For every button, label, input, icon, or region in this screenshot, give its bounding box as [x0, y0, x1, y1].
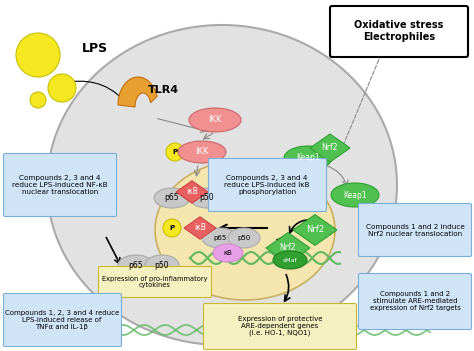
Ellipse shape [213, 244, 243, 262]
Text: sMaf: sMaf [283, 258, 297, 263]
Text: Nrf2: Nrf2 [280, 244, 296, 252]
Text: P: P [169, 225, 174, 231]
Ellipse shape [178, 141, 226, 163]
Ellipse shape [154, 188, 190, 208]
Polygon shape [266, 233, 310, 263]
Polygon shape [118, 77, 157, 107]
Text: Keap1: Keap1 [343, 191, 367, 199]
FancyBboxPatch shape [99, 266, 211, 298]
Circle shape [163, 219, 181, 237]
Text: Compounds 2, 3 and 4
reduce LPS-induced NF-κB
nuclear translocation: Compounds 2, 3 and 4 reduce LPS-induced … [12, 175, 108, 195]
Text: Compounds 2, 3 and 4
reduce LPS-induced IκB
phosphorylation: Compounds 2, 3 and 4 reduce LPS-induced … [224, 175, 310, 195]
Text: p65: p65 [128, 260, 143, 270]
Text: Expression of pro-inflammatory
cytokines: Expression of pro-inflammatory cytokines [102, 276, 208, 289]
Text: Nrf2: Nrf2 [322, 144, 338, 152]
Ellipse shape [47, 25, 397, 345]
Ellipse shape [189, 108, 241, 132]
Polygon shape [293, 214, 337, 245]
Polygon shape [310, 134, 350, 162]
Text: iκB: iκB [186, 187, 198, 197]
Circle shape [30, 92, 46, 108]
Ellipse shape [145, 255, 179, 275]
FancyBboxPatch shape [358, 204, 472, 257]
Text: p50: p50 [237, 235, 251, 241]
Ellipse shape [228, 228, 260, 248]
Text: Expression of protective
ARE-dependent genes
(i.e. HO-1, NQO1): Expression of protective ARE-dependent g… [238, 316, 322, 336]
Text: Compounds 1, 2, 3 and 4 reduce
LPS-induced release of
TNFα and IL-1β: Compounds 1, 2, 3 and 4 reduce LPS-induc… [5, 310, 119, 330]
Text: iκB: iκB [194, 224, 206, 232]
Text: p50: p50 [155, 260, 169, 270]
Text: Nrf2: Nrf2 [306, 225, 324, 234]
Text: IKK: IKK [208, 115, 222, 125]
Text: TLR4: TLR4 [148, 85, 179, 95]
Ellipse shape [273, 251, 307, 269]
Circle shape [166, 143, 184, 161]
FancyBboxPatch shape [209, 159, 327, 212]
Text: Keap1: Keap1 [296, 153, 320, 163]
Text: P: P [173, 149, 178, 155]
FancyBboxPatch shape [358, 273, 472, 330]
FancyBboxPatch shape [330, 6, 468, 57]
FancyBboxPatch shape [3, 153, 117, 217]
Text: Compounds 1 and 2
stimulate ARE-mediated
expression of Nrf2 targets: Compounds 1 and 2 stimulate ARE-mediated… [370, 291, 460, 311]
Ellipse shape [284, 146, 332, 170]
Ellipse shape [331, 183, 379, 207]
Text: κB: κB [224, 250, 232, 256]
Ellipse shape [202, 228, 238, 248]
Ellipse shape [118, 255, 154, 275]
Ellipse shape [190, 188, 224, 208]
Text: Compounds 1 and 2 induce
Nrf2 nuclear translocation: Compounds 1 and 2 induce Nrf2 nuclear tr… [365, 224, 465, 237]
Text: p50: p50 [200, 193, 214, 203]
Circle shape [48, 74, 76, 102]
Polygon shape [176, 181, 208, 203]
FancyBboxPatch shape [3, 293, 121, 346]
Text: p65: p65 [213, 235, 227, 241]
Polygon shape [184, 217, 216, 239]
Circle shape [16, 33, 60, 77]
Text: LPS: LPS [82, 41, 108, 54]
FancyBboxPatch shape [203, 304, 356, 350]
Ellipse shape [155, 160, 335, 300]
Text: p65: p65 [164, 193, 179, 203]
Text: IKK: IKK [195, 147, 209, 157]
Text: Oxidative stress
Electrophiles: Oxidative stress Electrophiles [354, 20, 444, 42]
